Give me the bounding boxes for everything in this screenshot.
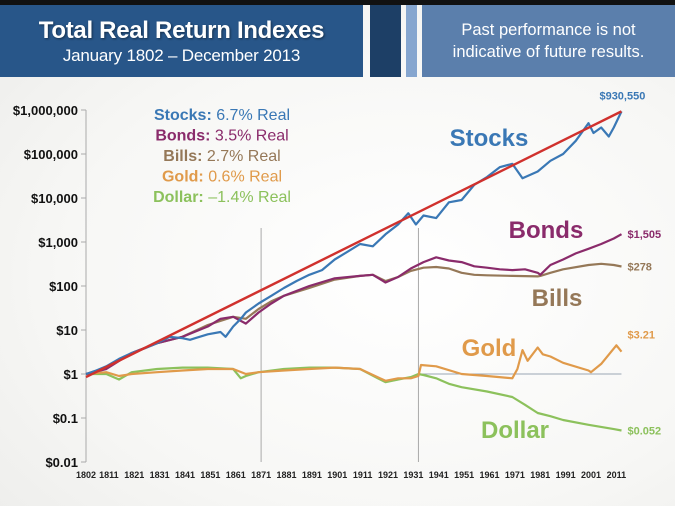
decorative-block-light: [406, 5, 417, 77]
y-tick-label: $10,000: [31, 191, 78, 206]
x-tick-label: 1851: [200, 470, 220, 480]
vertical-markers: [260, 228, 622, 462]
legend-name: Bills:: [163, 148, 202, 165]
series-label-bills: Bills: [532, 285, 583, 312]
legend-name: Gold:: [162, 169, 204, 186]
x-tick-label: 1901: [327, 470, 347, 480]
end-value-label-bills: $278: [627, 261, 651, 273]
disclaimer-line-2: indicative of future results.: [452, 43, 645, 61]
x-tick-label: 1951: [454, 470, 474, 480]
chart-subtitle: January 1802 – December 2013: [62, 46, 301, 65]
x-tick-label: 1911: [353, 470, 373, 480]
x-tick-label: 1802: [76, 470, 96, 480]
disclaimer-banner: Past performance is not indicative of fu…: [422, 5, 675, 77]
x-tick-label: 1871: [251, 470, 271, 480]
x-tick-label: 2011: [607, 470, 627, 480]
end-value-label-stocks: $930,550: [599, 90, 645, 102]
x-tick-label: 1821: [124, 470, 144, 480]
trend-line: [85, 110, 622, 379]
y-tick-label: $1: [64, 367, 78, 382]
y-tick-label: $100: [49, 279, 78, 294]
end-value-label-gold: $3.21: [627, 330, 655, 342]
legend-name: Stocks:: [154, 107, 212, 124]
x-tick-label: 1891: [302, 470, 322, 480]
top-border: [0, 0, 675, 5]
x-tick-label: 1981: [530, 470, 550, 480]
x-tick-label: 2001: [581, 470, 601, 480]
series-lines: [85, 110, 623, 432]
axes: $1,000,000 $100,000 $10,000 $1,000 $100 $10 $1…: [13, 103, 626, 480]
y-tick-label: $10: [56, 323, 78, 338]
title-banner: Total Real Return Indexes January 1802 –…: [0, 5, 363, 77]
y-tick-label: $1,000: [38, 235, 78, 250]
y-tick-label: $0.1: [53, 411, 78, 426]
legend-value: 2.7% Real: [202, 148, 280, 165]
series-label-stocks: Stocks: [450, 125, 529, 152]
x-tick-label: 1861: [226, 470, 246, 480]
legend-name: Bonds:: [155, 128, 210, 145]
x-tick-label: 1991: [556, 470, 576, 480]
x-tick-label: 1841: [175, 470, 195, 480]
y-tick-label: $1,000,000: [13, 103, 78, 118]
series-line-gold: [85, 344, 623, 382]
y-tick-label: $0.01: [45, 455, 78, 470]
legend-entry-bills: Bills: 2.7% Real: [163, 148, 280, 165]
legend-entry-dollar: Dollar: –1.4% Real: [153, 189, 291, 206]
legend-value: 0.6% Real: [204, 169, 282, 186]
chart-title: Total Real Return Indexes: [38, 17, 325, 44]
decorative-block-dark: [370, 5, 401, 77]
end-value-label-bonds: $1,505: [627, 229, 661, 241]
x-tick-label: 1971: [505, 470, 525, 480]
x-tick-label: 1921: [378, 470, 398, 480]
x-tick-label: 1941: [429, 470, 449, 480]
series-label-dollar: Dollar: [481, 417, 549, 444]
series-line-stocks: [85, 110, 623, 376]
legend-value: 3.5% Real: [210, 128, 288, 145]
legend-value: –1.4% Real: [204, 189, 291, 206]
x-tick-label: 1831: [150, 470, 170, 480]
series-line-bills: [85, 262, 622, 376]
series-line-bonds: [85, 233, 623, 376]
series-label-bonds: Bonds: [509, 217, 584, 244]
y-tick-label: $100,000: [24, 147, 78, 162]
series-labels: Stocks $930,550 Bonds $1,505 Bills $278 Gold $3…: [450, 90, 661, 444]
end-value-label-dollar: $0.052: [627, 425, 661, 437]
x-tick-label: 1881: [276, 470, 296, 480]
legend-entry-gold: Gold: 0.6% Real: [162, 169, 282, 186]
x-tick-label: 1811: [99, 470, 119, 480]
x-tick-label: 1961: [479, 470, 499, 480]
legend-entry-bonds: Bonds: 3.5% Real: [155, 128, 288, 145]
legend-entry-stocks: Stocks: 6.7% Real: [154, 107, 290, 124]
x-tick-label: 1931: [403, 470, 423, 480]
legend-value: 6.7% Real: [212, 107, 290, 124]
series-label-gold: Gold: [462, 335, 517, 362]
disclaimer-line-1: Past performance is not: [461, 21, 636, 39]
legend-name: Dollar:: [153, 189, 204, 206]
series-line-dollar: [86, 366, 622, 432]
